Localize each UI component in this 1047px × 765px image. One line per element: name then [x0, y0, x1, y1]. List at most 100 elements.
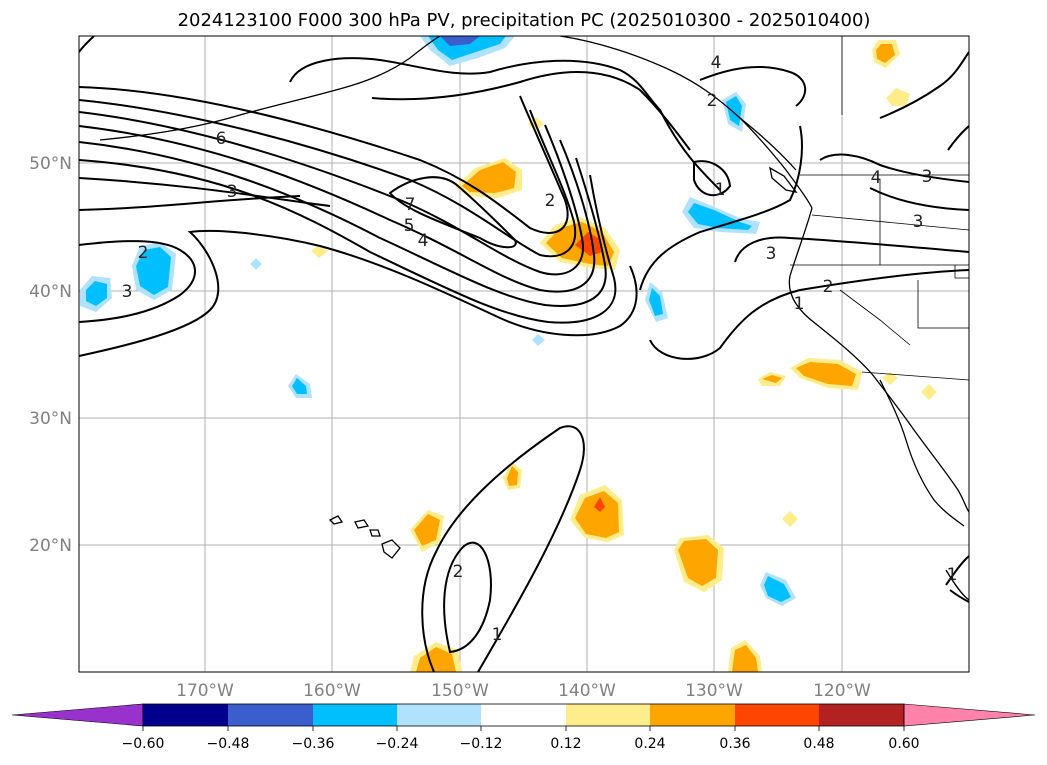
- lat-label: 40°N: [29, 282, 72, 302]
- lon-label: 130°W: [685, 681, 743, 701]
- gridlines: [79, 36, 969, 672]
- contour-label: 1: [715, 180, 726, 200]
- colorbar: −0.60 −0.48 −0.36 −0.24 −0.12 0.12 0.24 …: [11, 703, 1036, 752]
- colorbar-segment: [143, 704, 228, 726]
- pc-pos-patch: [886, 88, 910, 106]
- pv-contours: [79, 36, 969, 672]
- vancouver-island: [769, 166, 798, 193]
- contour-label: 1: [947, 565, 958, 585]
- mexico-border: [861, 371, 969, 381]
- pc-neg-patch: [86, 281, 107, 306]
- pv-contour-line: [79, 99, 577, 258]
- pc-pos-patch: [782, 511, 798, 527]
- pv-contour-line: [79, 141, 607, 307]
- pc-neg-patch: [688, 203, 752, 230]
- state-border: [839, 289, 911, 346]
- pc-neg-patch: [250, 258, 262, 270]
- colorbar-tick-label: −0.36: [292, 736, 335, 752]
- contour-label: 2: [823, 277, 834, 297]
- hawaii-island: [381, 539, 401, 559]
- pv-contour-line: [949, 589, 969, 603]
- longitude-labels: 170°W 160°W 150°W 140°W 130°W 120°W: [176, 681, 871, 701]
- pv-contour-line: [388, 176, 517, 249]
- pc-neg-patch: [292, 378, 307, 394]
- lon-label: 170°W: [176, 681, 234, 701]
- contour-label: 3: [913, 212, 924, 232]
- baja-coast: [879, 379, 965, 527]
- pv-contour-line: [79, 177, 331, 207]
- lon-label: 160°W: [303, 681, 361, 701]
- pv-contour-line: [79, 229, 638, 357]
- colorbar-tick-label: 0.60: [888, 736, 919, 752]
- contour-label: 6: [216, 129, 227, 149]
- contour-label: 3: [922, 167, 933, 187]
- contour-label: 1: [492, 625, 503, 645]
- pc-pos-patch: [311, 245, 328, 258]
- colorbar-segment: [735, 704, 819, 726]
- contour-label: 5: [404, 216, 415, 236]
- map-frame: [78, 35, 970, 673]
- pv-contour-line: [879, 51, 969, 119]
- contour-label: 2: [545, 191, 556, 211]
- pc-pos-patch: [762, 375, 782, 383]
- contour-label: 3: [122, 282, 133, 302]
- pv-contour-line: [79, 111, 584, 276]
- pc-pos-patch: [575, 491, 619, 538]
- contour-label: 3: [766, 244, 777, 264]
- political-borders: [790, 36, 969, 381]
- latitude-labels: 50°N 40°N 30°N 20°N: [29, 154, 72, 556]
- lat-label: 20°N: [29, 536, 72, 556]
- plot-title: 2024123100 F000 300 hPa PV, precipitatio…: [178, 10, 871, 31]
- alaska-gulf-coast: [559, 36, 797, 171]
- pv-contour-line: [289, 57, 721, 191]
- pv-contour-line: [945, 555, 969, 586]
- us-west-coast: [788, 207, 969, 513]
- colorbar-segment: [819, 704, 904, 726]
- colorbar-tick-label: −0.12: [460, 736, 503, 752]
- hawaii-island: [354, 519, 370, 529]
- pc-pos-patch: [796, 362, 856, 386]
- map-panel: 6 3 7 5 4 2 2 2 3 1 4 4 3 3 3 2 1 2 1 1: [29, 35, 970, 701]
- colorbar-tick-label: −0.48: [207, 736, 250, 752]
- pv-contour-line: [79, 240, 196, 323]
- pc-neg-patch: [136, 247, 171, 295]
- colorbar-segment: [650, 704, 735, 726]
- pv-contour-line: [443, 541, 492, 654]
- pc-pos-patch: [416, 647, 456, 672]
- pc-neg-patch: [532, 334, 545, 346]
- colorbar-tick-label: 0.12: [550, 736, 581, 752]
- colorbar-frame: [142, 703, 905, 727]
- pv-contour-line: [639, 125, 803, 291]
- pv-contour-line: [79, 125, 596, 293]
- colorbar-tick-label: −0.24: [376, 736, 419, 752]
- contour-label: 1: [794, 294, 805, 314]
- contour-label: 3: [227, 182, 238, 202]
- pc-pos-patch: [876, 44, 895, 63]
- pv-contour-line: [693, 160, 732, 196]
- pc-pos-patch: [594, 497, 605, 512]
- pc-pos-patch: [414, 514, 440, 546]
- colorbar-segment: [313, 704, 397, 726]
- colorbar-tick-label: 0.24: [634, 736, 665, 752]
- pc-pos-patch: [921, 384, 937, 400]
- pv-contour-line: [947, 125, 969, 151]
- pv-contour-line: [371, 71, 691, 151]
- pv-contour-line: [649, 269, 969, 360]
- lon-label: 150°W: [431, 681, 489, 701]
- colorbar-tick-label: 0.48: [803, 736, 834, 752]
- state-border: [954, 265, 969, 279]
- pc-pos-patch: [507, 466, 518, 486]
- contour-label: 4: [418, 231, 429, 251]
- pc-neg-patch: [764, 576, 791, 602]
- lat-label: 30°N: [29, 409, 72, 429]
- pc-pos-patch: [678, 539, 718, 586]
- colorbar-ticks: [142, 726, 905, 731]
- colorbar-segment: [566, 704, 650, 726]
- hawaii-island: [369, 529, 381, 537]
- contour-labels: 6 3 7 5 4 2 2 2 3 1 4 4 3 3 3 2 1 2 1 1: [122, 53, 958, 645]
- precip-positive-anomalies: [311, 40, 937, 672]
- state-border: [811, 214, 969, 231]
- state-border: [917, 280, 969, 329]
- pc-neg-patch: [726, 96, 742, 126]
